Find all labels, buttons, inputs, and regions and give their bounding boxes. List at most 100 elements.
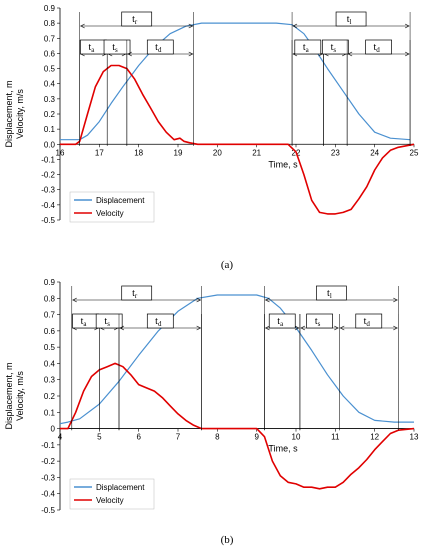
arrow-head xyxy=(119,325,125,331)
arrow-head xyxy=(334,325,339,331)
interval-label: ts xyxy=(104,316,110,328)
interval-label-main: t xyxy=(373,42,376,53)
interval-label: ta xyxy=(81,316,88,328)
interval-label-box xyxy=(146,313,174,329)
x-tick-label: 6 xyxy=(136,433,141,442)
y-axis-label: Velocity, m/s xyxy=(15,89,25,139)
y-tick-label: 0.1 xyxy=(44,408,56,417)
arrow-head xyxy=(127,51,133,57)
interval-label-box xyxy=(316,285,347,301)
interval-label-main: t xyxy=(81,316,84,327)
y-tick-label: -0.5 xyxy=(41,216,55,225)
interval-label-sub: l xyxy=(330,292,332,300)
interval-d: td xyxy=(118,313,202,431)
interval-label-sub: a xyxy=(306,46,310,54)
interval-label-sub: s xyxy=(318,320,321,328)
y-tick-label: 0 xyxy=(51,425,56,434)
x-tick-label: 17 xyxy=(95,148,104,157)
interval-label-main: t xyxy=(331,42,334,53)
interval-label-sub: a xyxy=(91,46,95,54)
x-tick-label: 4 xyxy=(58,433,63,442)
x-tick-label: 8 xyxy=(215,433,220,442)
interval-d: td xyxy=(339,313,399,431)
interval-label-main: t xyxy=(347,14,350,25)
y-tick-label: -0.3 xyxy=(41,186,55,195)
y-tick-label: 0.0 xyxy=(44,140,56,149)
interval-label-sub: d xyxy=(376,46,380,54)
legend: Displacement Velocity xyxy=(69,191,155,223)
arrow-head xyxy=(196,325,202,331)
y-tick-label: -0.4 xyxy=(41,201,55,210)
arrow-head xyxy=(294,325,300,331)
interval-label-main: t xyxy=(364,316,367,327)
y-tick-label: 0.9 xyxy=(44,278,56,287)
interval-label-box xyxy=(146,39,174,55)
interval-label-sub: a xyxy=(280,320,284,328)
interval-label: tr xyxy=(132,288,138,300)
interval-label: ta xyxy=(303,42,310,54)
interval-label-box xyxy=(95,313,123,329)
panel-caption: (a) xyxy=(221,259,234,271)
x-tick-label: 19 xyxy=(174,148,183,157)
chart-b: -0.5 -0.4 -0.3 -0.2 -0.1 0 0.1 0.2 0.3 0.4 0.5 0.6 0… xyxy=(4,278,419,546)
y-tick-label: 0.8 xyxy=(44,294,56,303)
interval-label-sub: l xyxy=(349,18,351,26)
y-tick-label: -0.2 xyxy=(41,171,55,180)
arrow-head xyxy=(347,51,353,57)
interval-label-box xyxy=(321,39,349,55)
y-tick-label: 0.6 xyxy=(44,49,56,58)
arrow-head xyxy=(264,297,270,303)
interval-label-sub: s xyxy=(107,320,110,328)
y-tick-label: -0.1 xyxy=(41,441,55,450)
legend-label-velocity: Velocity xyxy=(96,496,124,505)
legend-label-velocity: Velocity xyxy=(96,209,124,218)
interval-label-sub: s xyxy=(333,46,336,54)
interval-label-sub: d xyxy=(366,320,370,328)
panel-caption: (b) xyxy=(221,534,234,546)
x-tick-label: 12 xyxy=(370,433,379,442)
y-tick-label: 0.9 xyxy=(44,4,56,13)
interval-label-sub: d xyxy=(158,320,162,328)
x-axis-label: Time, s xyxy=(268,159,298,169)
interval-label-main: t xyxy=(155,316,158,327)
y-axis-label: Displacement, m xyxy=(4,80,14,147)
interval-label: tr xyxy=(132,14,138,26)
y-tick-label: 0.8 xyxy=(44,19,56,28)
y-tick-label: 0.5 xyxy=(44,343,56,352)
interval-label: td xyxy=(155,42,162,54)
y-tick-label: -0.5 xyxy=(41,506,55,515)
y-tick-label: 0.3 xyxy=(44,376,56,385)
interval-label: ta xyxy=(88,42,95,54)
y-axis-label: Displacement, m xyxy=(4,362,14,429)
x-tick-label: 23 xyxy=(331,148,340,157)
y-tick-label: -0.4 xyxy=(41,490,55,499)
x-tick-label: 9 xyxy=(254,433,259,442)
arrow-head xyxy=(72,297,77,303)
x-tick-label: 7 xyxy=(176,433,181,442)
interval-label-sub: a xyxy=(83,320,87,328)
arrow-head xyxy=(393,297,398,303)
interval-label-box xyxy=(121,285,153,301)
y-tick-label: -0.1 xyxy=(41,155,55,164)
x-tick-label: 10 xyxy=(292,433,301,442)
arrow-head xyxy=(404,23,410,29)
arrow-head xyxy=(393,325,398,331)
interval-label: td xyxy=(364,316,371,328)
interval-label: tl xyxy=(347,14,352,26)
x-tick-label: 18 xyxy=(134,148,143,157)
interval-label-sub: d xyxy=(158,46,162,54)
x-tick-label: 20 xyxy=(213,148,222,157)
series-line-velocity xyxy=(60,64,415,215)
interval-label-box xyxy=(355,313,383,329)
interval-label-sub: r xyxy=(135,292,138,300)
arrow-head xyxy=(188,51,194,57)
interval-l: tl xyxy=(291,11,411,146)
interval-d: td xyxy=(126,39,194,146)
arrow-head xyxy=(300,325,306,331)
interval-label-main: t xyxy=(132,288,135,299)
legend-box xyxy=(69,478,155,510)
y-tick-label: 0.4 xyxy=(44,359,56,368)
interval-label-main: t xyxy=(327,288,330,299)
x-tick-label: 21 xyxy=(252,148,261,157)
